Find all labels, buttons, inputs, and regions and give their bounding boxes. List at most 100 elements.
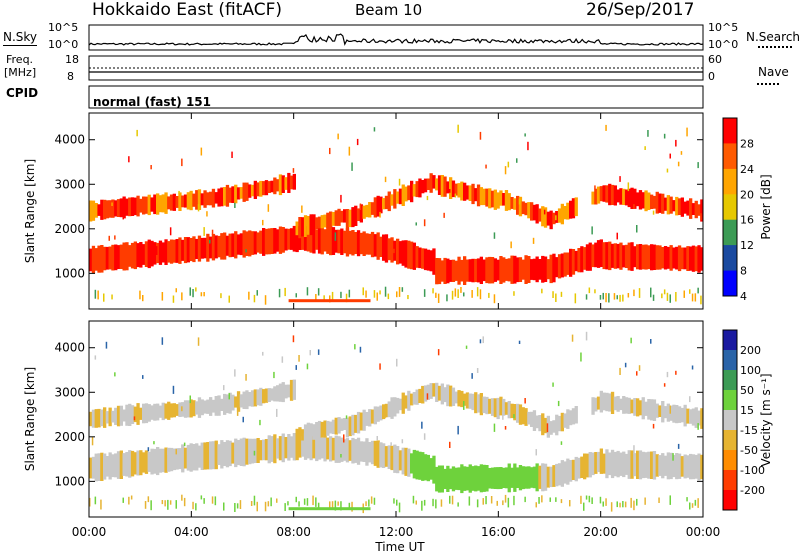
echo-cell-upper: [538, 415, 542, 432]
echo-cell-upper: [262, 389, 266, 404]
echo-cell-upper: [337, 417, 341, 434]
echo-cell-lower: [549, 466, 553, 488]
echo-cell-upper: [627, 397, 631, 414]
echo-cell-scatter: [571, 334, 574, 342]
echo-cell-scatter: [281, 356, 284, 363]
echo-cell-upper: [527, 411, 531, 425]
x-tick-label: 08:00: [276, 525, 311, 539]
echo-cell-scatter: [479, 131, 482, 140]
colorbar-swatch: [723, 194, 737, 221]
echo-cell-lower: [527, 256, 531, 283]
echo-cell-upper: [192, 400, 196, 417]
echo-cell-upper: [206, 192, 210, 206]
echo-cell-scatter: [560, 441, 563, 445]
echo-cell-upper: [493, 398, 497, 418]
echo-cell-lower: [236, 440, 241, 466]
echo-cell-lower: [323, 229, 327, 252]
echo-cell-upper: [594, 397, 598, 412]
echo-cell-upper: [242, 391, 246, 409]
echo-cell-near: [365, 501, 367, 506]
echo-cell-lower: [97, 453, 101, 481]
echo-cell-upper: [641, 397, 645, 420]
echo-cell-scatter: [147, 447, 150, 452]
power-colorbar: 28 24 20 16 12 8 4 Power [dB]: [722, 117, 773, 303]
echo-cell-lower: [270, 228, 274, 254]
echo-cell-upper: [301, 429, 305, 441]
echo-cell-scatter: [340, 194, 342, 203]
echo-cell-lower: [373, 440, 377, 466]
echo-cell-lower: [337, 436, 341, 463]
colorbar-tick-label: -100: [740, 464, 765, 477]
echo-cell-lower: [370, 231, 375, 258]
echo-cell-scatter: [211, 229, 214, 235]
echo-cell-lower: [142, 452, 146, 473]
echo-cell-lower: [256, 232, 260, 253]
echo-cell-lower: [680, 247, 684, 270]
echo-cell-lower: [460, 259, 464, 282]
echo-cell-scatter: [105, 341, 108, 349]
echo-cell-upper: [365, 204, 369, 218]
echo-cell-near: [658, 497, 660, 503]
echo-cell-near: [490, 496, 493, 504]
echo-cell-lower: [122, 453, 126, 476]
echo-cell-upper: [256, 389, 260, 406]
echo-cell-upper: [167, 196, 171, 210]
echo-cell-upper: [401, 184, 405, 206]
echo-cell-upper: [652, 399, 657, 421]
echo-cell-lower: [379, 236, 383, 257]
echo-cell-lower: [510, 467, 514, 488]
echo-cell-near: [220, 293, 222, 299]
echo-cell-lower: [454, 260, 458, 281]
echo-cell-lower: [485, 465, 489, 492]
echo-cell-upper: [337, 208, 341, 226]
echo-cell-upper: [418, 178, 422, 198]
echo-cell-upper: [329, 211, 333, 228]
echo-cell-lower: [669, 245, 673, 271]
freq-left-tick-bottom: 8: [67, 70, 74, 83]
echo-cell-lower: [588, 452, 592, 478]
echo-cell-near: [248, 291, 250, 300]
echo-cell-lower: [186, 237, 190, 263]
echo-cell-lower: [245, 231, 249, 256]
echo-cell-upper: [376, 195, 380, 217]
echo-cell-lower: [356, 437, 361, 465]
echo-cell-lower: [214, 440, 218, 470]
echo-cell-lower: [289, 228, 294, 250]
echo-cell-upper: [329, 421, 333, 434]
echo-cell-scatter: [379, 211, 381, 218]
echo-cell-upper: [468, 393, 472, 409]
echo-cell-upper: [538, 208, 542, 222]
echo-cell-upper: [354, 205, 358, 226]
echo-cell-lower: [303, 226, 308, 251]
echo-cell-lower: [259, 230, 263, 254]
echo-cell-lower: [387, 445, 391, 469]
colorbar-swatch: [723, 370, 737, 391]
echo-cell-upper: [234, 396, 238, 408]
echo-cell-scatter: [532, 237, 535, 244]
echo-cell-lower: [396, 446, 400, 474]
echo-cell-lower: [167, 241, 171, 263]
echo-cell-upper: [700, 408, 704, 429]
echo-cell-upper: [365, 412, 369, 426]
noise-sky-label: N.Sky: [3, 30, 38, 44]
echo-cell-lower: [683, 454, 687, 479]
echo-cell-lower: [125, 452, 129, 477]
echo-cell-upper: [658, 405, 662, 417]
echo-cell-lower: [451, 259, 456, 282]
colorbar-swatch: [723, 270, 737, 297]
echo-cell-lower: [689, 246, 693, 271]
echo-cell-lower: [158, 240, 163, 265]
echo-cell-upper: [303, 215, 308, 237]
echo-cell-lower: [103, 246, 107, 271]
echo-cell-upper: [521, 201, 525, 215]
echo-cell-near: [144, 501, 147, 509]
echo-cell-upper: [340, 418, 344, 431]
echo-cell-lower: [108, 452, 112, 480]
echo-cell-lower: [423, 454, 428, 481]
echo-cell-lower: [432, 248, 436, 275]
echo-cell-upper: [541, 206, 545, 227]
echo-cell-lower: [262, 228, 266, 256]
echo-cell-lower: [116, 245, 121, 269]
echo-cell-scatter: [303, 444, 306, 448]
echo-cell-upper: [476, 184, 481, 207]
